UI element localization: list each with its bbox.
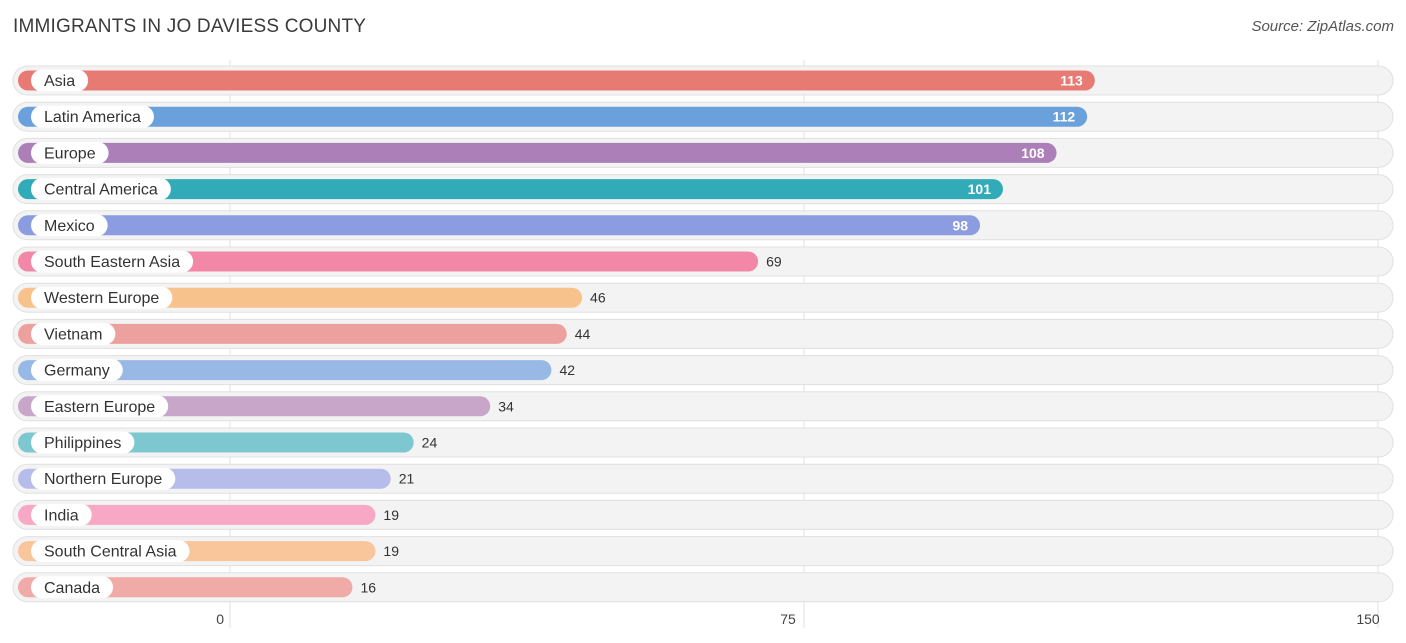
bar-row: Eastern Europe 34 bbox=[12, 391, 1394, 422]
bar bbox=[18, 142, 1057, 163]
bar-label-pill bbox=[31, 359, 123, 382]
value-label: 42 bbox=[559, 362, 575, 378]
rows-layer: Asia 113 Latin America 112 Europe 108 Central … bbox=[12, 65, 1394, 603]
bar-label-pill bbox=[31, 540, 190, 563]
tick-label: 0 bbox=[216, 611, 224, 627]
value-label: 19 bbox=[383, 507, 399, 523]
bar-label: India bbox=[44, 507, 79, 524]
bar-row: Latin America 112 bbox=[12, 101, 1394, 132]
bar-label-pill bbox=[31, 503, 92, 526]
bar-label: Eastern Europe bbox=[44, 399, 155, 416]
bar bbox=[18, 70, 1095, 91]
bar-row: Western Europe 46 bbox=[12, 282, 1394, 313]
value-label: 112 bbox=[1053, 109, 1076, 125]
chart-title: IMMIGRANTS IN JO DAVIESS COUNTY bbox=[13, 16, 367, 37]
bar bbox=[18, 179, 1003, 200]
value-label: 46 bbox=[590, 290, 606, 306]
value-label: 34 bbox=[498, 398, 514, 414]
bar-track bbox=[12, 572, 1394, 603]
bar-label-pill bbox=[31, 431, 135, 454]
bar-label-pill bbox=[31, 214, 108, 237]
bar-label-pill bbox=[31, 467, 176, 490]
bar bbox=[18, 106, 1088, 127]
bar-label-pill bbox=[31, 105, 154, 128]
bar-label: Northern Europe bbox=[44, 471, 162, 488]
value-label: 16 bbox=[360, 579, 376, 595]
value-label: 19 bbox=[383, 543, 399, 559]
bar bbox=[18, 504, 376, 525]
bar-label-pill bbox=[31, 250, 194, 273]
value-label: 101 bbox=[968, 181, 992, 197]
tick-label: 150 bbox=[1356, 611, 1380, 627]
bar-row: Central America 101 bbox=[12, 174, 1394, 205]
bar-label-pill bbox=[31, 395, 169, 418]
bar-label-pill bbox=[31, 69, 89, 92]
bar bbox=[18, 251, 759, 272]
chart-source: Source: ZipAtlas.com bbox=[1251, 18, 1394, 35]
bar-row: Europe 108 bbox=[12, 137, 1394, 168]
bar-label: Asia bbox=[44, 73, 75, 90]
bar-row: South Central Asia 19 bbox=[12, 536, 1394, 567]
bar-label: Philippines bbox=[44, 435, 121, 452]
bar-row: Northern Europe 21 bbox=[12, 463, 1394, 494]
bar-row: India 19 bbox=[12, 499, 1394, 530]
x-axis-ticks: 0 75 150 bbox=[216, 611, 1380, 627]
bar-label: Europe bbox=[44, 145, 96, 162]
bar-row: Germany 42 bbox=[12, 355, 1394, 386]
bar-label: Central America bbox=[44, 182, 158, 199]
bar-row: Canada 16 bbox=[12, 572, 1394, 603]
bar-label: Vietnam bbox=[44, 326, 102, 343]
bar-row: Vietnam 44 bbox=[12, 318, 1394, 349]
value-label: 108 bbox=[1021, 145, 1045, 161]
bar-label-pill bbox=[31, 322, 116, 345]
bar bbox=[18, 360, 552, 381]
value-label: 44 bbox=[575, 326, 591, 342]
bar-label-pill bbox=[31, 576, 114, 599]
bar-label-pill bbox=[31, 178, 171, 201]
bar-label: Mexico bbox=[44, 218, 95, 235]
bar-label: South Central Asia bbox=[44, 544, 177, 561]
bar bbox=[18, 215, 981, 236]
bar-label: Western Europe bbox=[44, 290, 159, 307]
bar-label: Latin America bbox=[44, 109, 141, 126]
value-label: 69 bbox=[766, 254, 782, 270]
bar-label: Canada bbox=[44, 580, 100, 597]
bar-label-pill bbox=[31, 141, 109, 164]
value-label: 24 bbox=[422, 435, 438, 451]
value-label: 21 bbox=[399, 471, 415, 487]
bar-row: South Eastern Asia 69 bbox=[12, 246, 1394, 277]
value-label: 98 bbox=[952, 217, 968, 233]
bar-label: South Eastern Asia bbox=[44, 254, 180, 271]
bar-label: Germany bbox=[44, 363, 110, 380]
bar-row: Mexico 98 bbox=[12, 210, 1394, 241]
tick-label: 75 bbox=[780, 611, 796, 627]
bar-label-pill bbox=[31, 286, 173, 309]
value-label: 113 bbox=[1060, 73, 1083, 89]
bar-row: Asia 113 bbox=[12, 65, 1394, 96]
bar-row: Philippines 24 bbox=[12, 427, 1394, 458]
bar bbox=[18, 323, 567, 344]
